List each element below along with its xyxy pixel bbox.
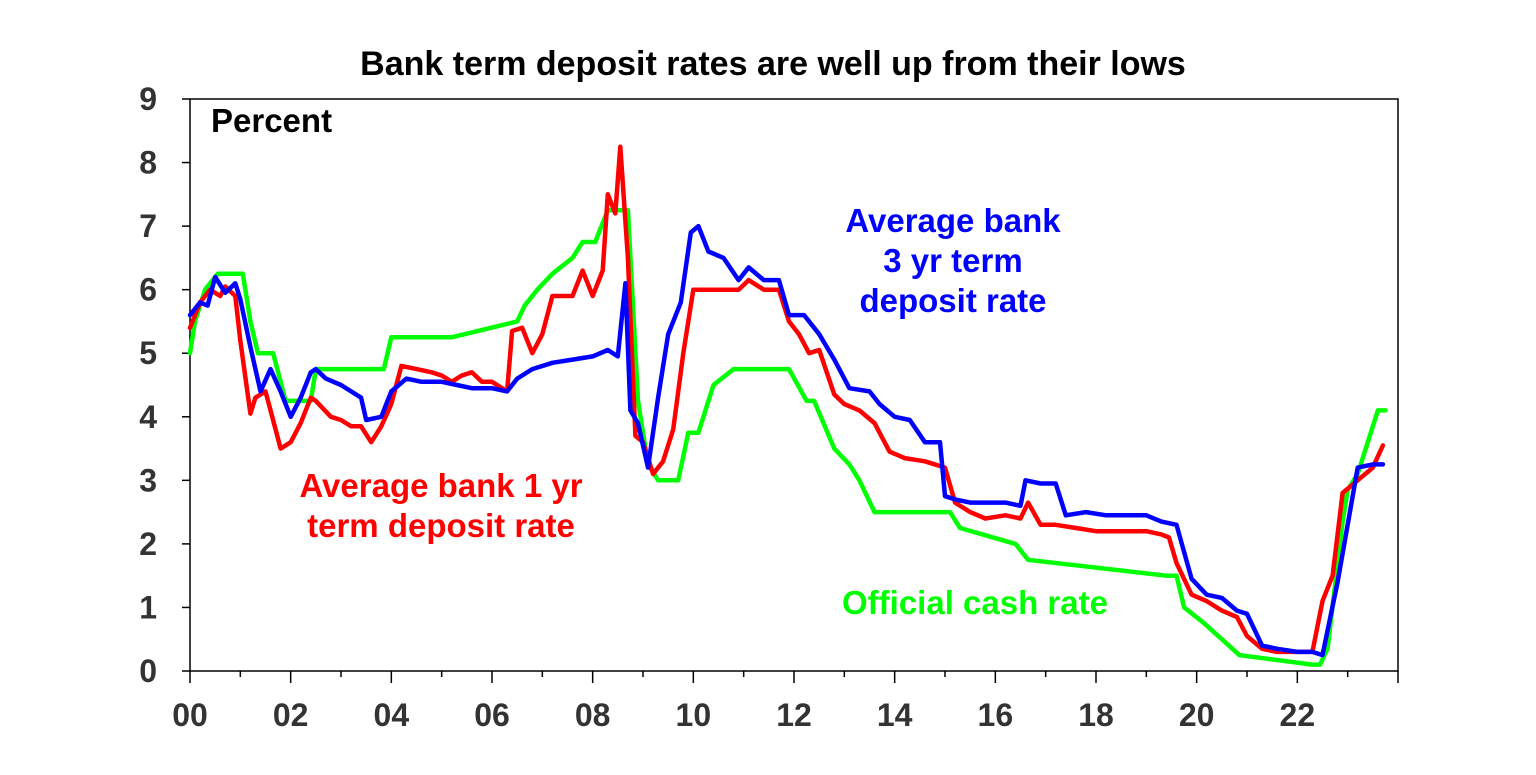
chart-title: Bank term deposit rates are well up from… [360, 45, 1186, 83]
y-axis: 0 1 2 3 4 5 6 7 8 9 [139, 81, 190, 689]
y-tick-label: 3 [139, 462, 157, 498]
x-axis: 00 02 04 06 08 10 12 14 16 18 20 22 [172, 671, 1399, 733]
plot-area [189, 98, 1399, 672]
x-tick-label: 22 [1280, 697, 1316, 733]
y-tick-label: 6 [139, 272, 157, 308]
annotation-line: Average bank [845, 202, 1061, 239]
annotation-1yr-term-deposit: Average bank 1 yr term deposit rate [299, 467, 582, 544]
y-tick-label: 4 [139, 399, 157, 435]
y-axis-unit-label: Percent [211, 102, 332, 139]
annotation-line: 3 yr term [883, 242, 1022, 279]
x-tick-label: 08 [575, 697, 611, 733]
series-line-1yr-term-deposit [187, 144, 1386, 655]
annotation-line: term deposit rate [307, 507, 575, 544]
series-annotations: Average bank 1 yr term deposit rateAverag… [299, 202, 1108, 621]
annotation-3yr-term-deposit: Average bank 3 yr term deposit rate [845, 202, 1061, 319]
annotation-line: Official cash rate [842, 584, 1108, 621]
x-tick-label: 04 [374, 697, 410, 733]
y-tick-label: 1 [139, 589, 157, 625]
y-tick-label: 7 [139, 208, 157, 244]
x-tick-label: 20 [1179, 697, 1215, 733]
x-tick-label: 18 [1078, 697, 1114, 733]
y-tick-label: 0 [139, 653, 157, 689]
x-tick-label: 00 [172, 697, 208, 733]
y-tick-label: 5 [139, 335, 157, 371]
annotation-line: deposit rate [859, 282, 1046, 319]
x-tick-label: 16 [978, 697, 1014, 733]
x-tick-label: 10 [676, 697, 712, 733]
x-tick-label: 12 [776, 697, 812, 733]
y-tick-label: 2 [139, 526, 157, 562]
x-tick-label: 06 [474, 697, 510, 733]
y-tick-label: 9 [139, 81, 157, 117]
x-tick-label: 14 [877, 697, 913, 733]
x-tick-label: 02 [273, 697, 309, 733]
annotation-line: Average bank 1 yr [299, 467, 582, 504]
y-tick-label: 8 [139, 145, 157, 181]
series-line-3yr-term-deposit [187, 223, 1386, 658]
annotation-official-cash-rate: Official cash rate [842, 584, 1108, 621]
series-lines [187, 144, 1388, 667]
